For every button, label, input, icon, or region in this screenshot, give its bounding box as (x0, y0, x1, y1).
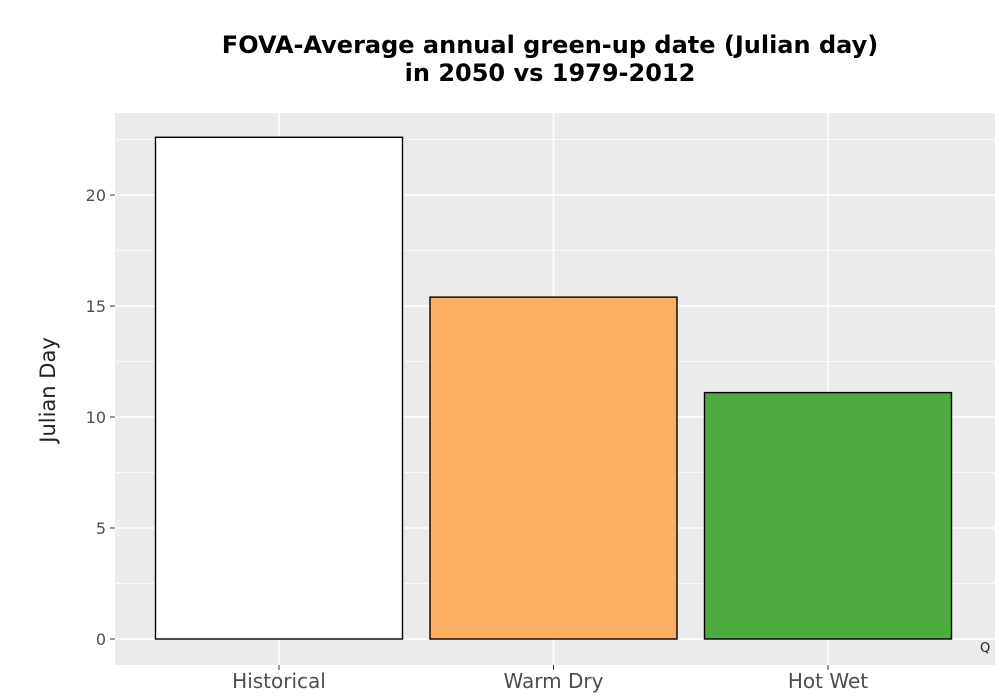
y-tick-label: 20 (86, 186, 106, 205)
bar-historical (154, 136, 404, 640)
chart-subtitle: in 2050 vs 1979-2012 (404, 59, 696, 87)
y-tick-label: 15 (86, 297, 106, 316)
y-tick-label: 5 (96, 519, 106, 538)
bar-warm-dry (429, 296, 678, 640)
corner-note: Q (980, 641, 991, 656)
y-tick-label: 0 (96, 630, 106, 649)
chart-title: FOVA-Average annual green-up date (Julia… (221, 31, 879, 59)
x-tick-label: Warm Dry (504, 669, 604, 693)
bar-hot-wet (703, 391, 953, 640)
y-tick-label: 10 (86, 408, 106, 427)
x-tick-label: Historical (232, 669, 326, 693)
x-tick-label: Hot Wet (788, 669, 868, 693)
